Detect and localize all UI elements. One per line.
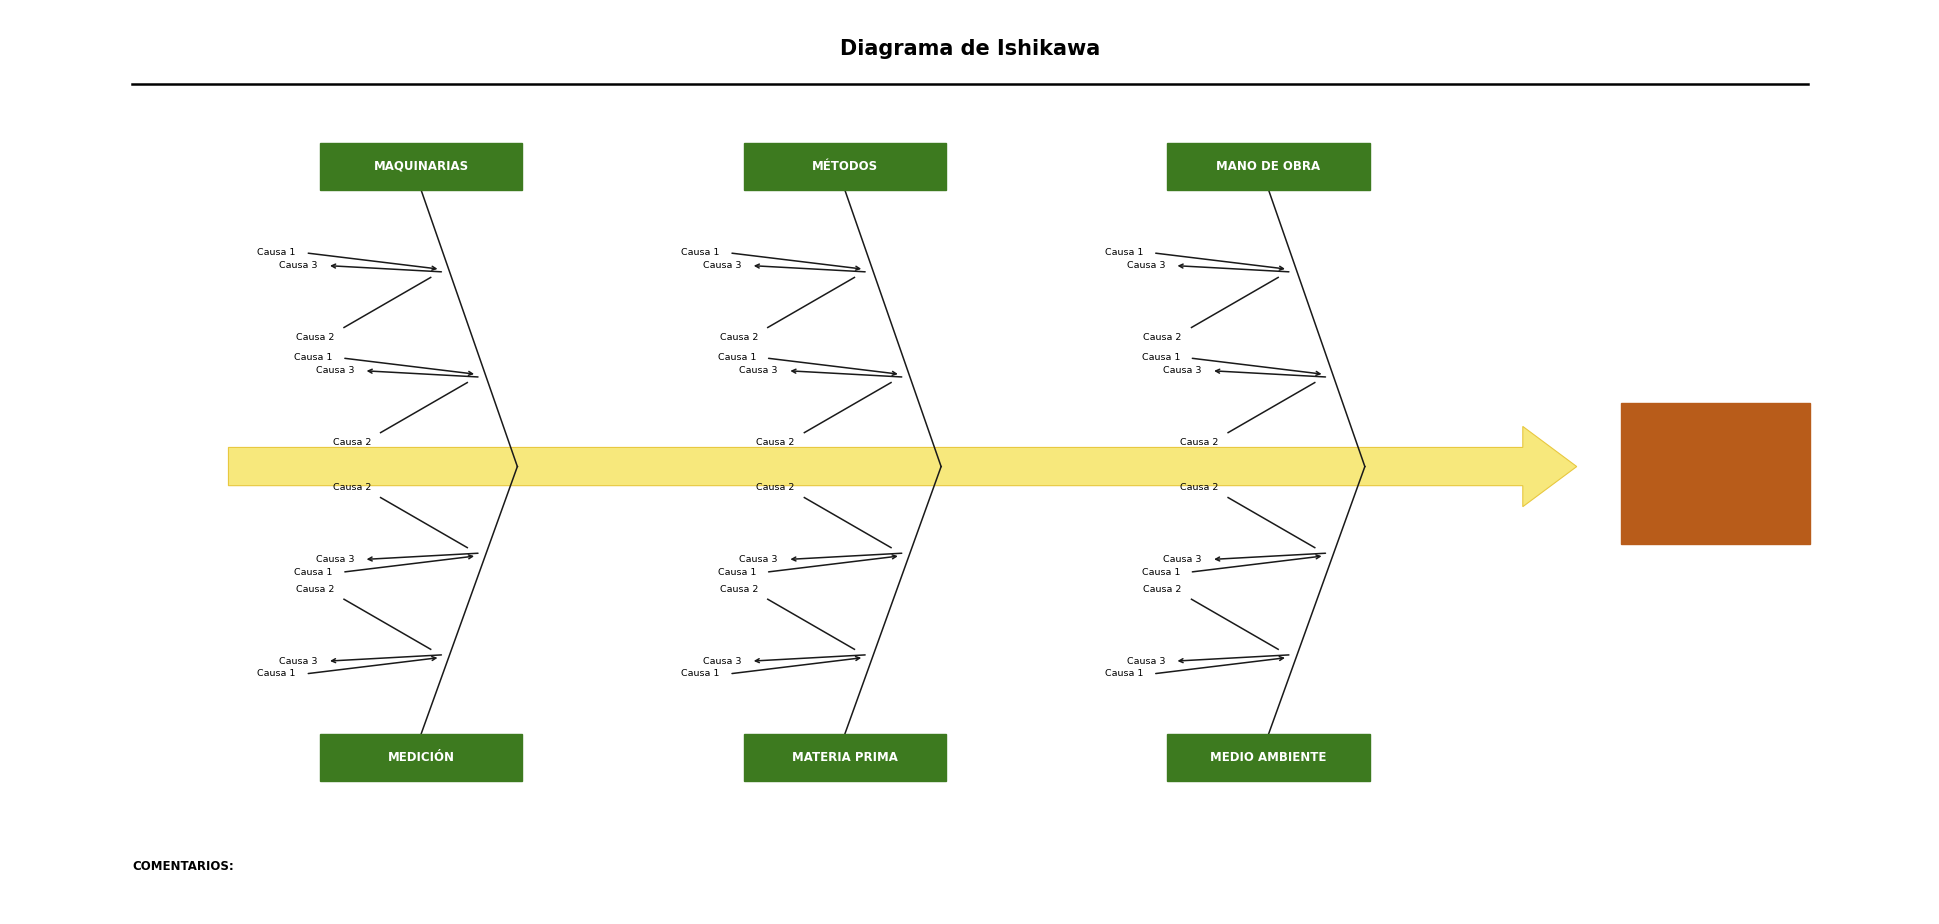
Text: Causa 2: Causa 2 [1179,483,1218,492]
Text: MEDICIÓN: MEDICIÓN [388,751,454,764]
Text: Causa 2: Causa 2 [332,483,370,492]
FancyBboxPatch shape [1621,403,1809,544]
Text: Causa 1: Causa 1 [258,249,297,258]
Text: Causa 1: Causa 1 [295,354,332,362]
Text: MANO DE OBRA: MANO DE OBRA [1216,160,1320,173]
FancyBboxPatch shape [1167,735,1369,782]
Text: Causa 1: Causa 1 [717,354,756,362]
Text: Causa 3: Causa 3 [316,555,355,564]
Text: MÉTODOS: MÉTODOS [811,160,878,173]
Text: Causa 2: Causa 2 [297,333,334,342]
Text: Causa 3: Causa 3 [1163,555,1200,564]
Text: MAQUINARIAS: MAQUINARIAS [374,160,469,173]
Text: Causa 1: Causa 1 [681,249,719,258]
Text: Causa 1: Causa 1 [1105,249,1142,258]
Text: Causa 1: Causa 1 [258,669,297,678]
Text: Causa 1: Causa 1 [295,567,332,577]
Text: Causa 3: Causa 3 [702,657,741,665]
Text: Causa 3: Causa 3 [1127,261,1165,270]
Text: Causa 1: Causa 1 [717,567,756,577]
Text: Causa 2: Causa 2 [756,483,795,492]
Text: Causa 1: Causa 1 [1140,354,1179,362]
FancyBboxPatch shape [743,142,946,189]
Text: Causa 2: Causa 2 [756,438,795,447]
Text: Causa 3: Causa 3 [279,657,318,665]
Text: Causa 3: Causa 3 [739,555,778,564]
Text: Causa 2: Causa 2 [1142,585,1181,594]
Text: Causa 3: Causa 3 [279,261,318,270]
Text: MEDIO AMBIENTE: MEDIO AMBIENTE [1210,751,1326,764]
Text: Causa 3: Causa 3 [702,261,741,270]
Text: Causa 2: Causa 2 [719,585,758,594]
Text: Causa 3: Causa 3 [1127,657,1165,665]
Text: Causa 2: Causa 2 [297,585,334,594]
FancyBboxPatch shape [320,735,522,782]
FancyBboxPatch shape [1167,142,1369,189]
Text: Causa 3: Causa 3 [316,366,355,375]
FancyArrow shape [229,426,1576,506]
Text: Causa 2: Causa 2 [332,438,370,447]
Text: Diagrama de Ishikawa: Diagrama de Ishikawa [840,39,1099,59]
FancyBboxPatch shape [743,735,946,782]
Text: Causa 1: Causa 1 [681,669,719,678]
Text: Causa 2: Causa 2 [1179,438,1218,447]
Text: Causa 3: Causa 3 [1163,366,1200,375]
Text: Causa 1: Causa 1 [1140,567,1179,577]
Text: Causa 3: Causa 3 [739,366,778,375]
Text: COMENTARIOS:: COMENTARIOS: [132,860,235,873]
Text: Causa 2: Causa 2 [1142,333,1181,342]
Text: MATERIA PRIMA: MATERIA PRIMA [791,751,898,764]
Text: Causa 2: Causa 2 [719,333,758,342]
FancyBboxPatch shape [320,142,522,189]
Text: Causa 1: Causa 1 [1105,669,1142,678]
